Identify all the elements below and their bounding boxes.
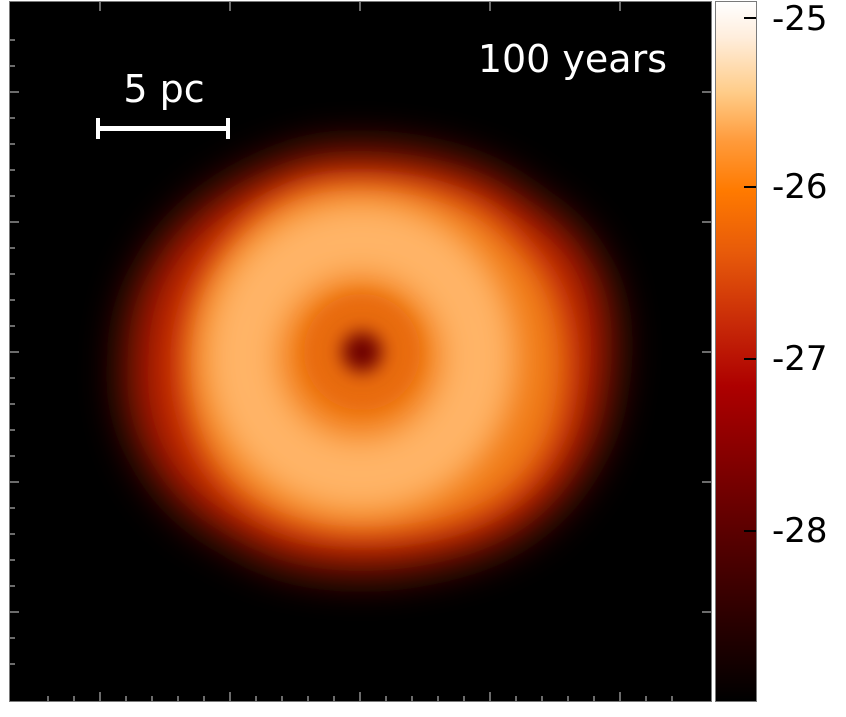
colorbar-tick [744,186,756,188]
colorbar-tick [744,358,756,360]
density-ring-image [126,150,613,572]
density-map-panel: 100 years 5 pc [9,1,712,702]
colorbar-label-2: -27 [772,339,828,379]
center-hole [342,332,382,372]
colorbar-tick [744,530,756,532]
colorbar [715,1,757,702]
colorbar-label-3: -28 [772,511,828,551]
scale-bar [96,118,230,139]
time-label: 100 years [477,37,667,81]
scale-bar-label: 5 pc [123,67,205,111]
colorbar-label-0: -25 [772,0,828,39]
colorbar-label-1: -26 [772,167,828,207]
colorbar-tick [744,17,756,19]
bright-ring [203,200,517,514]
